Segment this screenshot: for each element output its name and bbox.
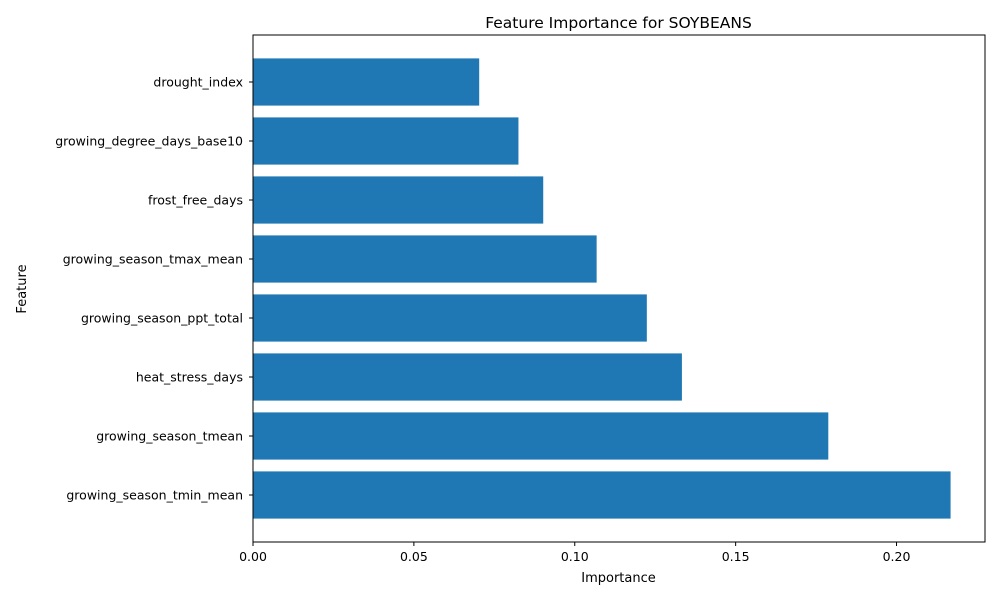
x-tick-label: 0.00 — [239, 549, 267, 564]
y-tick-label: growing_season_tmin_mean — [66, 488, 243, 503]
bar-growing-degree-days-base10 — [253, 117, 519, 165]
chart-title: Feature Importance for SOYBEANS — [485, 14, 752, 32]
y-axis-label: Feature — [15, 264, 30, 313]
bar-growing-season-ppt-total — [253, 294, 647, 342]
bars-layer — [253, 58, 951, 519]
y-tick-label: growing_season_ppt_total — [81, 311, 243, 326]
x-tick-label: 0.05 — [400, 549, 428, 564]
plot-frame — [252, 34, 986, 543]
y-tick-label: drought_index — [153, 75, 243, 90]
y-tick-label: growing_season_tmean — [96, 429, 243, 444]
bar-growing-season-tmean — [253, 412, 829, 460]
y-tick-label: growing_degree_days_base10 — [55, 134, 243, 149]
x-tick-label: 0.15 — [722, 549, 750, 564]
x-tick-label: 0.10 — [561, 549, 589, 564]
x-tick-label: 0.20 — [883, 549, 911, 564]
ticks-layer: drought_index growing_degree_days_base10f… — [55, 75, 910, 565]
y-tick-label: frost_free_days — [148, 193, 243, 208]
bar-heat-stress-days — [253, 353, 682, 401]
x-axis-label: Importance — [581, 571, 656, 586]
bar-drought-index — [253, 58, 480, 106]
y-tick-label: growing_season_tmax_mean — [63, 252, 243, 267]
bar-growing-season-tmax-mean — [253, 235, 597, 283]
bar-growing-season-tmin-mean — [253, 471, 951, 519]
bar-frost-free-days — [253, 176, 544, 224]
y-tick-label: heat_stress_days — [136, 370, 243, 385]
